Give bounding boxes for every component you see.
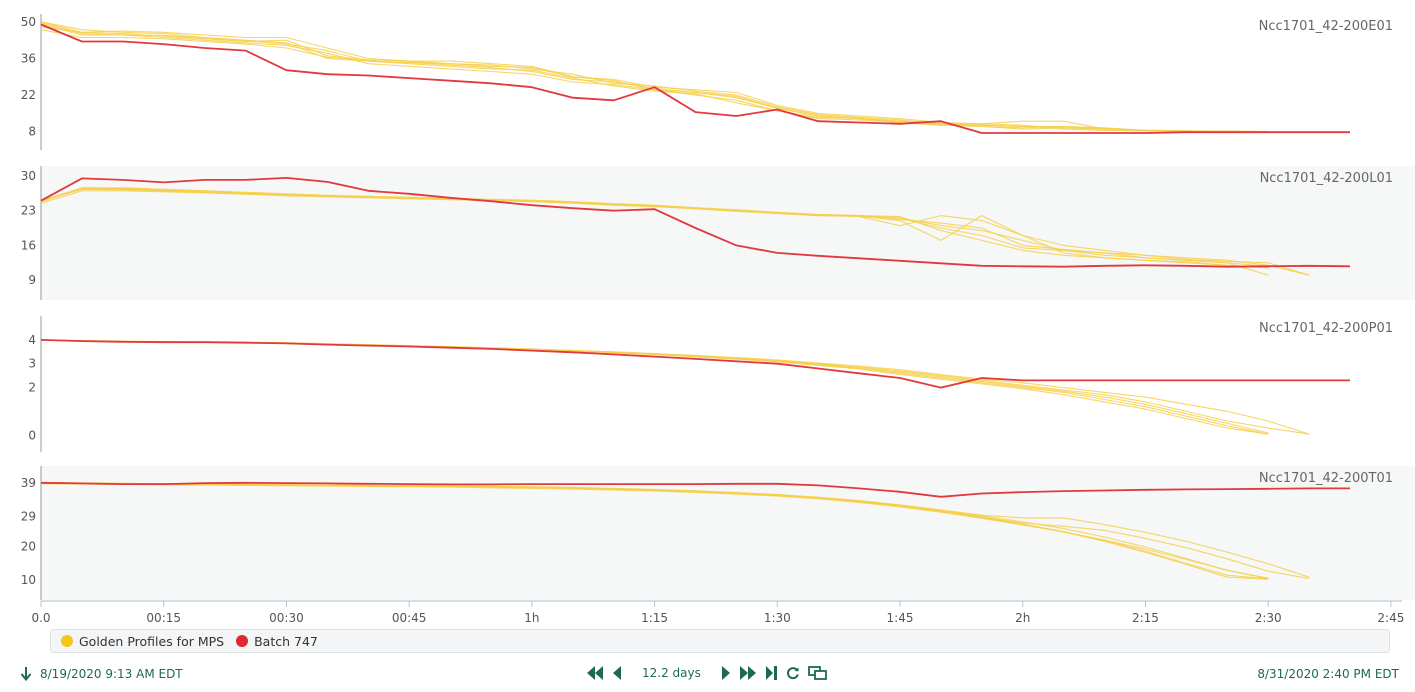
y-tick-label: 20 xyxy=(21,539,36,553)
step-back-icon[interactable] xyxy=(612,665,622,681)
fast-back-icon[interactable] xyxy=(586,665,604,681)
x-tick-label: 1:15 xyxy=(641,611,668,625)
batch-series-line xyxy=(40,339,1350,389)
y-tick-label: 4 xyxy=(28,333,36,347)
golden-profile-line xyxy=(40,21,1269,133)
y-tick-label: 23 xyxy=(21,204,36,218)
fast-forward-icon[interactable] xyxy=(739,665,757,681)
golden-profile-line xyxy=(40,482,1269,580)
end-time[interactable]: 8/31/2020 2:40 PM EDT xyxy=(1257,667,1399,681)
x-tick-label: 1:30 xyxy=(764,611,791,625)
x-tick-label: 2:30 xyxy=(1255,611,1282,625)
y-tick-label: 0 xyxy=(28,428,36,442)
golden-profile-line xyxy=(40,29,1269,133)
display-icon[interactable] xyxy=(807,665,828,681)
x-tick-label: 1h xyxy=(524,611,539,625)
legend-label-golden-profiles: Golden Profiles for MPS xyxy=(79,633,225,649)
batch-swatch xyxy=(236,635,249,647)
chart-panel-3: 0 2 3 4 Ncc1701_42-200P01 xyxy=(28,316,1393,452)
x-tick-label: 2h xyxy=(1015,611,1030,625)
y-tick-label: 22 xyxy=(21,88,36,102)
y-tick-label: 10 xyxy=(21,573,36,587)
golden-profile-line xyxy=(40,339,1310,435)
legend-item-golden-profiles[interactable]: Golden Profiles for MPS xyxy=(61,634,224,649)
legend-item-batch[interactable]: Batch 747 xyxy=(236,634,318,649)
x-tick-label: 1:45 xyxy=(887,611,914,625)
y-tick-label: 8 xyxy=(28,125,36,139)
y-tick-label: 30 xyxy=(21,169,36,183)
x-tick-label: 2:15 xyxy=(1132,611,1159,625)
y-tick-label: 16 xyxy=(21,238,36,252)
panel-background xyxy=(41,466,1415,600)
start-time[interactable]: 8/19/2020 9:13 AM EDT xyxy=(40,667,183,681)
y-tick-label: 39 xyxy=(21,476,36,490)
jump-to-end-icon[interactable] xyxy=(765,665,778,681)
chart-panel-4: 10 20 29 39 Ncc1701_42-200T01 xyxy=(21,466,1415,600)
x-tick-label: 00:15 xyxy=(146,611,181,625)
legend: Golden Profiles for MPS Batch 747 xyxy=(50,629,1390,653)
time-navigation: 12.2 days xyxy=(582,665,832,681)
golden-profile-line xyxy=(40,21,1269,133)
x-tick-label: 2:45 xyxy=(1377,611,1404,625)
x-tick-label: 00:30 xyxy=(269,611,304,625)
y-tick-label: 2 xyxy=(28,381,36,395)
step-forward-icon[interactable] xyxy=(721,665,731,681)
y-tick-label: 36 xyxy=(21,51,36,65)
panel-background xyxy=(41,166,1415,300)
batch-series-line xyxy=(40,176,1351,268)
refresh-icon[interactable] xyxy=(786,666,800,680)
chart-panel-2: 9 16 23 30 Ncc1701_42-200L01 xyxy=(21,166,1415,300)
x-tick-label: 00:45 xyxy=(392,611,427,625)
arrow-down-icon[interactable] xyxy=(20,667,32,681)
x-tick-label: 0.0 xyxy=(31,611,50,625)
golden-profile-line xyxy=(40,339,1269,434)
y-tick-label: 9 xyxy=(28,273,36,287)
batch-series-line xyxy=(40,481,1350,498)
time-range-bar: 8/19/2020 9:13 AM EDT 12.2 days 8/31/202… xyxy=(0,664,1415,688)
y-tick-label: 3 xyxy=(28,357,36,371)
y-tick-label: 50 xyxy=(21,15,36,29)
panel-label: Ncc1701_42-200P01 xyxy=(1259,321,1393,336)
batch-series-line xyxy=(40,23,1350,134)
chart-panel-1: 8 22 36 50 Ncc1701_42-200E01 xyxy=(21,14,1393,150)
golden-profile-line xyxy=(40,22,1269,133)
panel-label: Ncc1701_42-200E01 xyxy=(1259,19,1393,34)
y-tick-label: 29 xyxy=(21,509,36,523)
panel-label: Ncc1701_42-200L01 xyxy=(1260,171,1393,186)
golden-profile-line xyxy=(40,188,1269,276)
panel-label: Ncc1701_42-200T01 xyxy=(1259,471,1393,486)
legend-label-batch: Batch 747 xyxy=(254,633,318,649)
golden-profiles-swatch xyxy=(61,635,73,647)
time-range-duration[interactable]: 12.2 days xyxy=(642,666,701,680)
